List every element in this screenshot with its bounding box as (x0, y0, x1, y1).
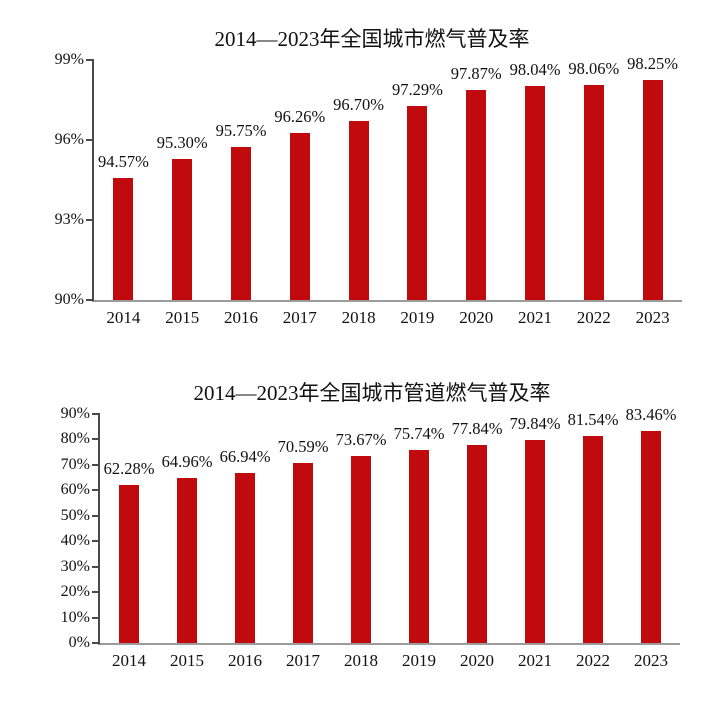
bar-2018 (348, 121, 369, 300)
y-tick-mark (92, 463, 100, 466)
y-tick-mark (92, 514, 100, 517)
y-tick-label: 90% (60, 405, 90, 422)
y-tick-mark (92, 642, 100, 644)
y-tick-mark (92, 616, 100, 619)
bar-2016 (231, 146, 251, 300)
bar-value-label: 96.26% (274, 107, 326, 127)
y-tick-mark (92, 413, 100, 415)
bar-2020 (466, 90, 487, 300)
y-tick-label: 99% (54, 51, 84, 68)
plot-area: 0% 10% 20% 30% 40% 50% 60% 70% 80% 90% 62.28% 2014 6… (61, 405, 680, 670)
y-tick-label: 96% (54, 131, 84, 148)
y-tick-mark (86, 139, 94, 141)
chart-city-gas-penetration: 2014—2023年全国城市燃气普及率 90% 93% 96% 99% 94.57% 20… (55, 27, 682, 327)
x-tick-label: 2022 (576, 308, 611, 327)
y-tick-label: 20% (60, 583, 90, 601)
x-tick-label: 2020 (459, 308, 494, 327)
bar-value-label: 83.46% (625, 404, 677, 424)
bar-value-label: 98.25% (627, 54, 679, 73)
x-tick-label: 2022 (576, 651, 610, 670)
x-tick-label: 2019 (402, 651, 436, 670)
bar-value-label: 77.84% (451, 418, 503, 438)
plot-area: 90% 93% 96% 99% 94.57% 2014 95.30% 2015 95.75% 20… (55, 51, 682, 327)
y-tick-mark (86, 59, 94, 61)
bar-2018 (351, 455, 371, 643)
bar-value-label: 96.70% (333, 95, 385, 115)
bar-2021 (525, 439, 545, 643)
bar-2017 (289, 133, 310, 300)
bar-2014 (113, 178, 134, 300)
bar-value-label: 97.29% (391, 79, 443, 99)
x-tick-label: 2017 (282, 308, 317, 327)
bar-value-label: 95.30% (156, 132, 208, 152)
x-tick-label: 2015 (165, 308, 200, 327)
y-tick-label: 10% (60, 608, 90, 626)
bar-value-label: 66.94% (219, 446, 271, 466)
bar-2015 (172, 158, 193, 300)
bar-2022 (583, 85, 604, 300)
y-tick-label: 40% (60, 532, 90, 550)
x-tick-label: 2016 (228, 651, 262, 670)
x-tick-label: 2021 (518, 308, 552, 327)
bar-2023 (642, 80, 663, 300)
y-tick-label: 70% (60, 455, 90, 473)
bar-2019 (407, 105, 428, 300)
y-tick-mark (92, 591, 100, 594)
bar-value-label: 62.28% (103, 458, 155, 478)
y-tick-mark (86, 219, 94, 221)
bar-2023 (641, 430, 661, 643)
y-tick-label: 30% (60, 557, 90, 575)
chart-city-pipeline-gas-penetration: 2014—2023年全国城市管道燃气普及率 0% 10% 20% 30% 40% 50% 6… (0, 352, 728, 704)
bar-value-label: 95.75% (215, 120, 267, 140)
x-tick-label: 2015 (170, 651, 204, 670)
y-tick-label: 50% (60, 506, 90, 524)
x-tick-label: 2018 (341, 308, 376, 327)
y-tick-label: 90% (54, 291, 84, 308)
bar-value-label: 64.96% (161, 451, 213, 471)
bar-value-label: 94.57% (97, 152, 149, 172)
bar-2017 (293, 463, 313, 643)
bar-value-label: 98.06% (568, 59, 620, 79)
x-tick-label: 2014 (112, 651, 146, 670)
chart-title: 2014—2023年全国城市燃气普及率 (214, 27, 530, 51)
bar-value-label: 98.04% (509, 59, 561, 79)
y-tick-label: 0% (68, 634, 90, 651)
y-tick-mark (92, 489, 100, 492)
y-tick-mark (92, 540, 100, 543)
y-tick-mark (92, 438, 100, 441)
bar-2022 (583, 435, 603, 643)
x-tick-label: 2017 (286, 651, 320, 670)
x-tick-label: 2014 (106, 308, 141, 327)
bar-value-label: 79.84% (509, 413, 561, 433)
bar-2014 (119, 484, 139, 643)
y-tick-mark (86, 299, 94, 301)
x-tick-label: 2020 (460, 651, 494, 670)
x-tick-label: 2023 (634, 651, 668, 670)
bar-value-label: 81.54% (567, 409, 619, 429)
x-tick-label: 2023 (635, 308, 670, 327)
x-tick-label: 2021 (518, 651, 552, 670)
y-tick-mark (92, 565, 100, 568)
bar-2021 (525, 85, 545, 300)
y-tick-label: 80% (60, 430, 90, 448)
y-tick-label: 60% (60, 481, 90, 499)
bar-value-label: 97.87% (450, 64, 502, 84)
bar-value-label: 75.74% (393, 424, 445, 444)
bar-value-label: 73.67% (335, 429, 387, 449)
bar-2020 (467, 444, 487, 643)
x-tick-label: 2018 (344, 651, 378, 670)
x-tick-label: 2019 (400, 308, 435, 327)
bar-2019 (409, 450, 429, 643)
bar-value-label: 70.59% (277, 437, 329, 457)
bar-2015 (177, 477, 197, 643)
chart-title: 2014—2023年全国城市管道燃气普及率 (193, 381, 551, 405)
bar-2016 (235, 472, 255, 643)
x-tick-label: 2016 (224, 308, 258, 327)
y-tick-label: 93% (54, 211, 84, 228)
